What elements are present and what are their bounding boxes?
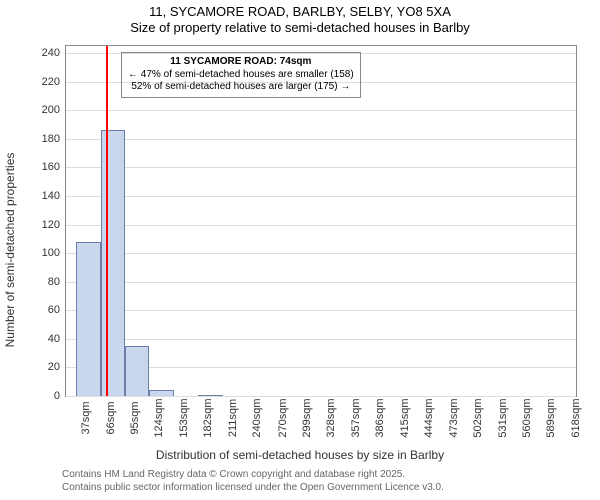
histogram-bar	[149, 390, 173, 396]
histogram-bar	[125, 346, 149, 396]
x-tick-label: 270sqm	[273, 398, 289, 437]
y-tick-label: 20	[48, 361, 66, 373]
annotation-box: 11 SYCAMORE ROAD: 74sqm← 47% of semi-det…	[121, 52, 361, 98]
y-tick-label: 100	[42, 247, 66, 259]
plot-area: 02040608010012014016018020022024037sqm66…	[65, 45, 577, 397]
grid-line	[66, 139, 576, 140]
grid-line	[66, 396, 576, 397]
y-tick-label: 240	[42, 47, 66, 59]
grid-line	[66, 310, 576, 311]
y-tick-label: 40	[48, 333, 66, 345]
chart-container: 11, SYCAMORE ROAD, BARLBY, SELBY, YO8 5X…	[0, 0, 600, 500]
grid-line	[66, 167, 576, 168]
x-tick-label: 473sqm	[444, 398, 460, 437]
x-tick-label: 560sqm	[517, 398, 533, 437]
annotation-line-3: 52% of semi-detached houses are larger (…	[128, 81, 354, 94]
grid-line	[66, 339, 576, 340]
x-tick-label: 182sqm	[198, 398, 214, 437]
grid-line	[66, 225, 576, 226]
x-tick-label: 531sqm	[493, 398, 509, 437]
grid-line	[66, 282, 576, 283]
x-tick-label: 66sqm	[101, 401, 117, 434]
footer-line-2: Contains public sector information licen…	[62, 481, 444, 494]
x-tick-label: 386sqm	[370, 398, 386, 437]
y-tick-label: 120	[42, 219, 66, 231]
x-tick-label: 95sqm	[125, 401, 141, 434]
x-tick-label: 589sqm	[541, 398, 557, 437]
x-tick-label: 124sqm	[149, 398, 165, 437]
histogram-bar	[76, 242, 100, 396]
grid-line	[66, 196, 576, 197]
y-tick-label: 180	[42, 133, 66, 145]
x-tick-label: 299sqm	[297, 398, 313, 437]
x-tick-label: 240sqm	[247, 398, 263, 437]
annotation-line-1: 11 SYCAMORE ROAD: 74sqm	[128, 56, 354, 69]
x-tick-label: 357sqm	[346, 398, 362, 437]
x-tick-label: 502sqm	[468, 398, 484, 437]
y-tick-label: 160	[42, 161, 66, 173]
y-tick-label: 0	[54, 390, 66, 402]
histogram-bar	[101, 130, 125, 396]
grid-line	[66, 253, 576, 254]
x-tick-label: 37sqm	[76, 401, 92, 434]
annotation-line-2: ← 47% of semi-detached houses are smalle…	[128, 69, 354, 82]
grid-line	[66, 110, 576, 111]
histogram-bar	[198, 395, 222, 396]
y-axis-label: Number of semi-detached properties	[3, 153, 17, 348]
chart-subtitle: Size of property relative to semi-detach…	[0, 20, 600, 35]
property-marker-line	[106, 46, 108, 396]
x-tick-label: 328sqm	[321, 398, 337, 437]
y-tick-label: 80	[48, 276, 66, 288]
x-tick-label: 444sqm	[419, 398, 435, 437]
chart-footer: Contains HM Land Registry data © Crown c…	[62, 468, 444, 494]
y-tick-label: 140	[42, 190, 66, 202]
x-tick-label: 211sqm	[223, 399, 239, 437]
x-tick-label: 618sqm	[566, 398, 582, 437]
x-tick-label: 415sqm	[395, 398, 411, 437]
y-tick-label: 200	[42, 104, 66, 116]
x-tick-label: 153sqm	[174, 398, 190, 437]
y-tick-label: 60	[48, 304, 66, 316]
x-axis-label: Distribution of semi-detached houses by …	[0, 448, 600, 462]
y-tick-label: 220	[42, 76, 66, 88]
footer-line-1: Contains HM Land Registry data © Crown c…	[62, 468, 444, 481]
chart-title: 11, SYCAMORE ROAD, BARLBY, SELBY, YO8 5X…	[0, 4, 600, 19]
